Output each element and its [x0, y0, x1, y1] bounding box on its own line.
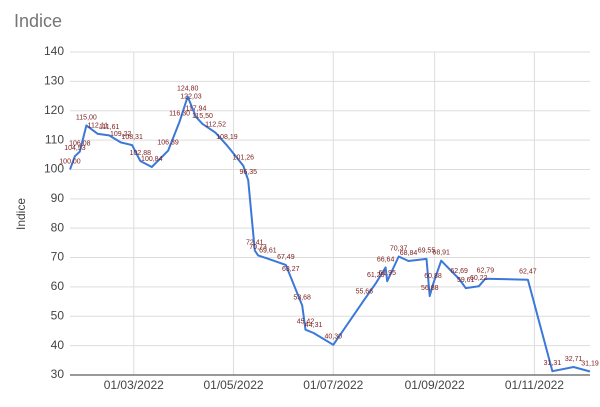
value-label: 63,27	[282, 266, 300, 273]
value-label: 115,00	[76, 114, 97, 121]
value-label: 111,61	[99, 124, 119, 131]
x-tick-label: 01/05/2022	[203, 378, 263, 392]
y-tick-label: 60	[51, 279, 65, 293]
value-label: 61,95	[378, 270, 396, 277]
y-tick-label: 90	[51, 191, 65, 205]
value-label: 102,88	[130, 150, 152, 157]
data-line	[69, 95, 591, 373]
x-tick-label: 01/03/2022	[104, 378, 164, 392]
value-label: 112,11	[88, 123, 108, 130]
value-label: 31,31	[544, 360, 562, 367]
value-label: 69,55	[418, 248, 436, 255]
y-tick-label: 80	[51, 220, 65, 234]
value-label: 72,41	[246, 239, 264, 246]
value-label: 70,73	[249, 244, 267, 251]
value-label: 61,23	[367, 272, 385, 279]
x-tick-label: 01/11/2022	[505, 378, 564, 392]
value-label: 100,00	[59, 158, 81, 165]
value-label: 104,53	[64, 145, 86, 152]
value-label: 116,30	[169, 110, 190, 117]
value-label: 124,80	[177, 85, 199, 92]
x-tick-label: 01/09/2022	[405, 378, 465, 392]
value-label: 55,66	[356, 288, 374, 295]
value-label: 53,68	[293, 294, 311, 301]
value-label: 112,52	[205, 122, 226, 129]
value-label: 70,37	[390, 245, 408, 252]
y-tick-label: 100	[44, 162, 64, 176]
y-tick-label: 50	[51, 308, 65, 322]
y-tick-label: 30	[51, 367, 65, 381]
y-tick-label: 120	[44, 103, 64, 117]
value-label: 66,64	[377, 256, 395, 263]
value-label: 68,91	[432, 250, 450, 257]
value-label: 69,61	[259, 248, 277, 255]
value-label: 108,31	[121, 134, 143, 141]
chart-title: Indice	[14, 11, 62, 31]
y-tick-label: 70	[51, 250, 65, 264]
value-label: 101,26	[233, 155, 255, 162]
value-label: 96,35	[239, 169, 257, 176]
value-label: 106,08	[69, 140, 91, 147]
value-label: 117,94	[185, 106, 206, 113]
value-label: 62,47	[519, 269, 537, 276]
value-label: 100,84	[141, 156, 163, 163]
value-label: 40,30	[325, 334, 343, 341]
value-label: 67,49	[277, 254, 295, 261]
value-label: 59,61	[457, 277, 475, 284]
value-label: 108,19	[216, 134, 238, 141]
y-tick-label: 40	[51, 338, 65, 352]
value-label: 32,71	[565, 356, 583, 363]
value-label: 68,84	[400, 250, 418, 257]
value-label: 115,50	[192, 113, 213, 120]
y-tick-label: 140	[44, 44, 64, 58]
y-tick-label: 130	[44, 74, 64, 88]
value-label: 31,19	[581, 360, 599, 367]
y-axis-label: Indice	[14, 198, 28, 230]
y-tick-label: 110	[45, 132, 64, 146]
value-label: 62,69	[450, 268, 468, 275]
value-label: 44,31	[305, 322, 323, 329]
value-label: 60,22	[470, 275, 488, 282]
value-label: 106,39	[157, 140, 179, 147]
x-tick-label: 01/07/2022	[303, 378, 363, 392]
value-label: 109,22	[110, 131, 132, 138]
value-label: 56,88	[421, 285, 439, 292]
value-label: 45,42	[297, 319, 315, 326]
value-label: 122,03	[180, 94, 202, 101]
value-label: 62,79	[477, 268, 495, 275]
value-label: 60,88	[424, 273, 442, 280]
